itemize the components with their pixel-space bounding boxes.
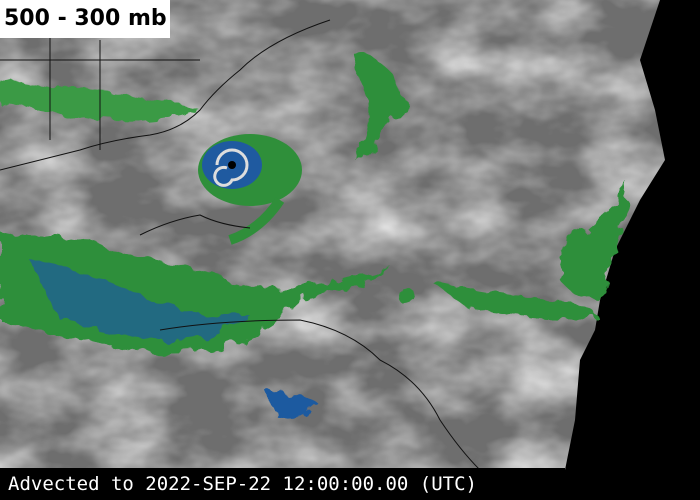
title: 500 - 300 mb	[0, 0, 170, 38]
hurricane	[198, 134, 302, 245]
dark-region	[565, 0, 700, 500]
timestamp: Advected to 2022-SEP-22 12:00:00.00 (UTC…	[0, 468, 565, 500]
